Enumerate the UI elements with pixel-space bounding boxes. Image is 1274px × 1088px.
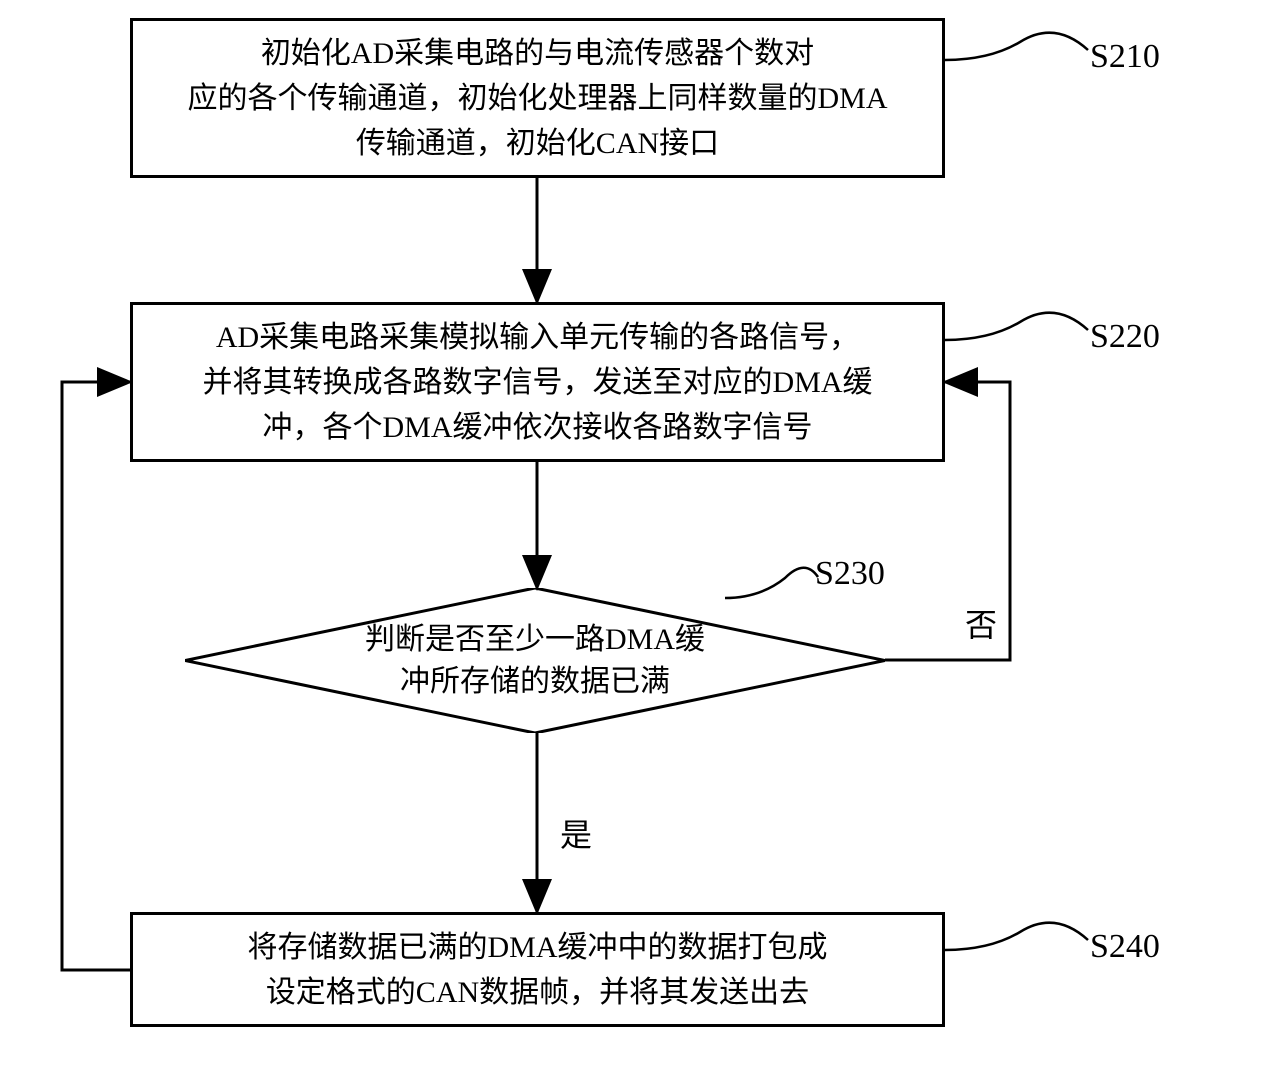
node-s220-text: AD采集电路采集模拟输入单元传输的各路信号，并将其转换成各路数字信号，发送至对应…: [202, 315, 872, 450]
flowchart-container: 初始化AD采集电路的与电流传感器个数对应的各个传输通道，初始化处理器上同样数量的…: [0, 0, 1274, 1088]
node-s230-text: 判断是否至少一路DMA缓冲所存储的数据已满: [185, 588, 885, 733]
edge-label-yes: 是: [560, 810, 592, 856]
label-s210: S210: [1090, 38, 1160, 76]
node-s210-text: 初始化AD采集电路的与电流传感器个数对应的各个传输通道，初始化处理器上同样数量的…: [187, 31, 887, 166]
label-s220: S220: [1090, 318, 1160, 356]
label-s240: S240: [1090, 928, 1160, 966]
node-s220: AD采集电路采集模拟输入单元传输的各路信号，并将其转换成各路数字信号，发送至对应…: [130, 302, 945, 462]
edge-label-no: 否: [965, 600, 997, 646]
node-s240: 将存储数据已满的DMA缓冲中的数据打包成设定格式的CAN数据帧，并将其发送出去: [130, 912, 945, 1027]
node-s240-text: 将存储数据已满的DMA缓冲中的数据打包成设定格式的CAN数据帧，并将其发送出去: [247, 925, 827, 1015]
label-s230: S230: [815, 555, 885, 593]
node-s230: 判断是否至少一路DMA缓冲所存储的数据已满: [185, 588, 885, 733]
node-s210: 初始化AD采集电路的与电流传感器个数对应的各个传输通道，初始化处理器上同样数量的…: [130, 18, 945, 178]
